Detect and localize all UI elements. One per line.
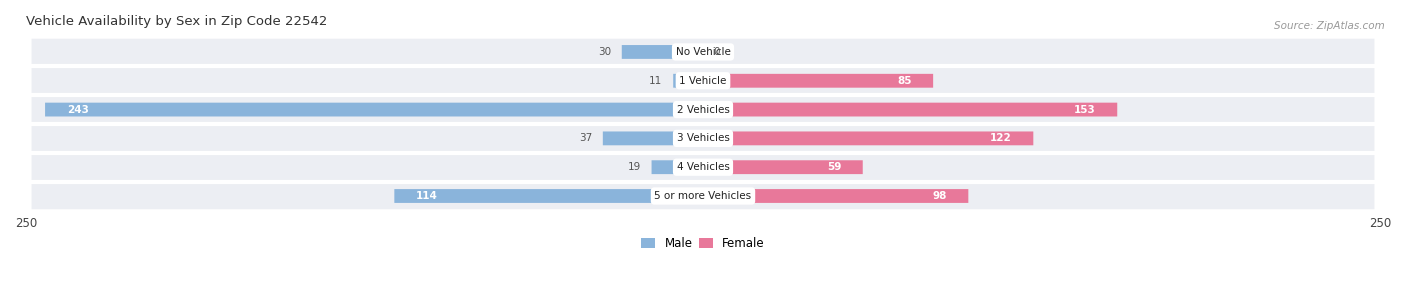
Text: 1 Vehicle: 1 Vehicle xyxy=(679,76,727,86)
Text: 153: 153 xyxy=(1074,105,1095,115)
Legend: Male, Female: Male, Female xyxy=(637,233,769,255)
Text: 30: 30 xyxy=(598,47,612,57)
Text: 59: 59 xyxy=(827,162,841,172)
FancyBboxPatch shape xyxy=(651,160,703,174)
Text: No Vehicle: No Vehicle xyxy=(675,47,731,57)
Text: 11: 11 xyxy=(650,76,662,86)
FancyBboxPatch shape xyxy=(603,131,703,145)
Text: 2 Vehicles: 2 Vehicles xyxy=(676,105,730,115)
Text: 85: 85 xyxy=(897,76,911,86)
Text: 114: 114 xyxy=(416,191,437,201)
FancyBboxPatch shape xyxy=(703,74,934,88)
FancyBboxPatch shape xyxy=(31,67,1375,94)
FancyBboxPatch shape xyxy=(673,74,703,88)
Text: 122: 122 xyxy=(990,133,1012,143)
Text: 3 Vehicles: 3 Vehicles xyxy=(676,133,730,143)
Text: 98: 98 xyxy=(932,191,946,201)
FancyBboxPatch shape xyxy=(394,189,703,203)
FancyBboxPatch shape xyxy=(31,96,1375,123)
FancyBboxPatch shape xyxy=(31,125,1375,152)
FancyBboxPatch shape xyxy=(703,160,863,174)
Text: 243: 243 xyxy=(66,105,89,115)
Text: Source: ZipAtlas.com: Source: ZipAtlas.com xyxy=(1274,21,1385,31)
Text: Vehicle Availability by Sex in Zip Code 22542: Vehicle Availability by Sex in Zip Code … xyxy=(27,15,328,28)
FancyBboxPatch shape xyxy=(621,45,703,59)
FancyBboxPatch shape xyxy=(31,39,1375,65)
FancyBboxPatch shape xyxy=(703,131,1033,145)
FancyBboxPatch shape xyxy=(703,189,969,203)
Text: 4 Vehicles: 4 Vehicles xyxy=(676,162,730,172)
FancyBboxPatch shape xyxy=(31,154,1375,181)
FancyBboxPatch shape xyxy=(703,103,1118,117)
FancyBboxPatch shape xyxy=(45,103,703,117)
Text: 0: 0 xyxy=(714,47,720,57)
Text: 5 or more Vehicles: 5 or more Vehicles xyxy=(654,191,752,201)
FancyBboxPatch shape xyxy=(31,183,1375,209)
Text: 37: 37 xyxy=(579,133,592,143)
Text: 19: 19 xyxy=(627,162,641,172)
